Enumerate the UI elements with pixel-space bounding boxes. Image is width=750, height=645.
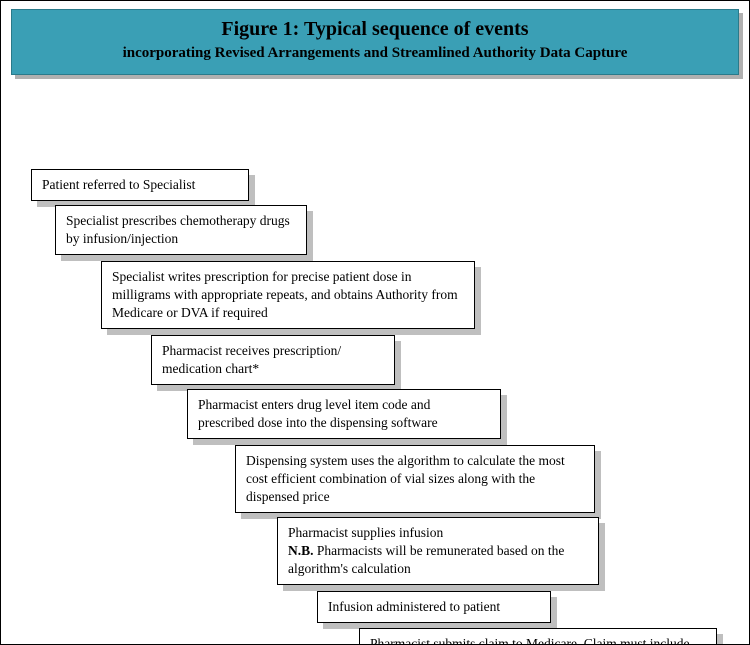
figure-frame: Figure 1: Typical sequence of events inc… xyxy=(0,0,750,645)
step-1: Patient referred to Specialist xyxy=(31,169,249,201)
step-text: Dispensing system uses the algorithm to … xyxy=(246,453,565,504)
step-4: Pharmacist receives prescription/ medica… xyxy=(151,335,395,385)
step-box: Patient referred to Specialist xyxy=(31,169,249,201)
step-box: Infusion administered to patient xyxy=(317,591,551,623)
step-box: Pharmacist supplies infusionN.B. Pharmac… xyxy=(277,517,599,586)
step-box: Specialist prescribes chemotherapy drugs… xyxy=(55,205,307,255)
figure-title: Figure 1: Typical sequence of events xyxy=(24,16,726,42)
step-3: Specialist writes prescription for preci… xyxy=(101,261,475,330)
step-text: Specialist prescribes chemotherapy drugs… xyxy=(66,213,290,246)
step-text: Infusion administered to patient xyxy=(328,599,500,614)
step-text-line2: N.B. Pharmacists will be remunerated bas… xyxy=(288,542,588,578)
step-text: Specialist writes prescription for preci… xyxy=(112,269,458,320)
step-2: Specialist prescribes chemotherapy drugs… xyxy=(55,205,307,255)
nb-label: N.B. xyxy=(288,543,314,558)
step-box: Pharmacist submits claim to Medicare. Cl… xyxy=(359,628,717,645)
header-box: Figure 1: Typical sequence of events inc… xyxy=(11,9,739,75)
step-text: Patient referred to Specialist xyxy=(42,177,195,192)
nb-body: Pharmacists will be remunerated based on… xyxy=(288,543,564,576)
step-7: Pharmacist supplies infusionN.B. Pharmac… xyxy=(277,517,599,586)
step-8: Infusion administered to patient xyxy=(317,591,551,623)
step-9: Pharmacist submits claim to Medicare. Cl… xyxy=(359,628,717,645)
step-box: Pharmacist enters drug level item code a… xyxy=(187,389,501,439)
step-box: Dispensing system uses the algorithm to … xyxy=(235,445,595,514)
figure-header: Figure 1: Typical sequence of events inc… xyxy=(11,9,739,75)
figure-subtitle: incorporating Revised Arrangements and S… xyxy=(24,44,726,64)
step-text-line1: Pharmacist supplies infusion xyxy=(288,524,588,542)
step-text: Pharmacist submits claim to Medicare. Cl… xyxy=(370,636,689,645)
step-6: Dispensing system uses the algorithm to … xyxy=(235,445,595,514)
step-box: Specialist writes prescription for preci… xyxy=(101,261,475,330)
step-5: Pharmacist enters drug level item code a… xyxy=(187,389,501,439)
step-text: Pharmacist receives prescription/ medica… xyxy=(162,343,341,376)
step-text: Pharmacist enters drug level item code a… xyxy=(198,397,438,430)
step-box: Pharmacist receives prescription/ medica… xyxy=(151,335,395,385)
